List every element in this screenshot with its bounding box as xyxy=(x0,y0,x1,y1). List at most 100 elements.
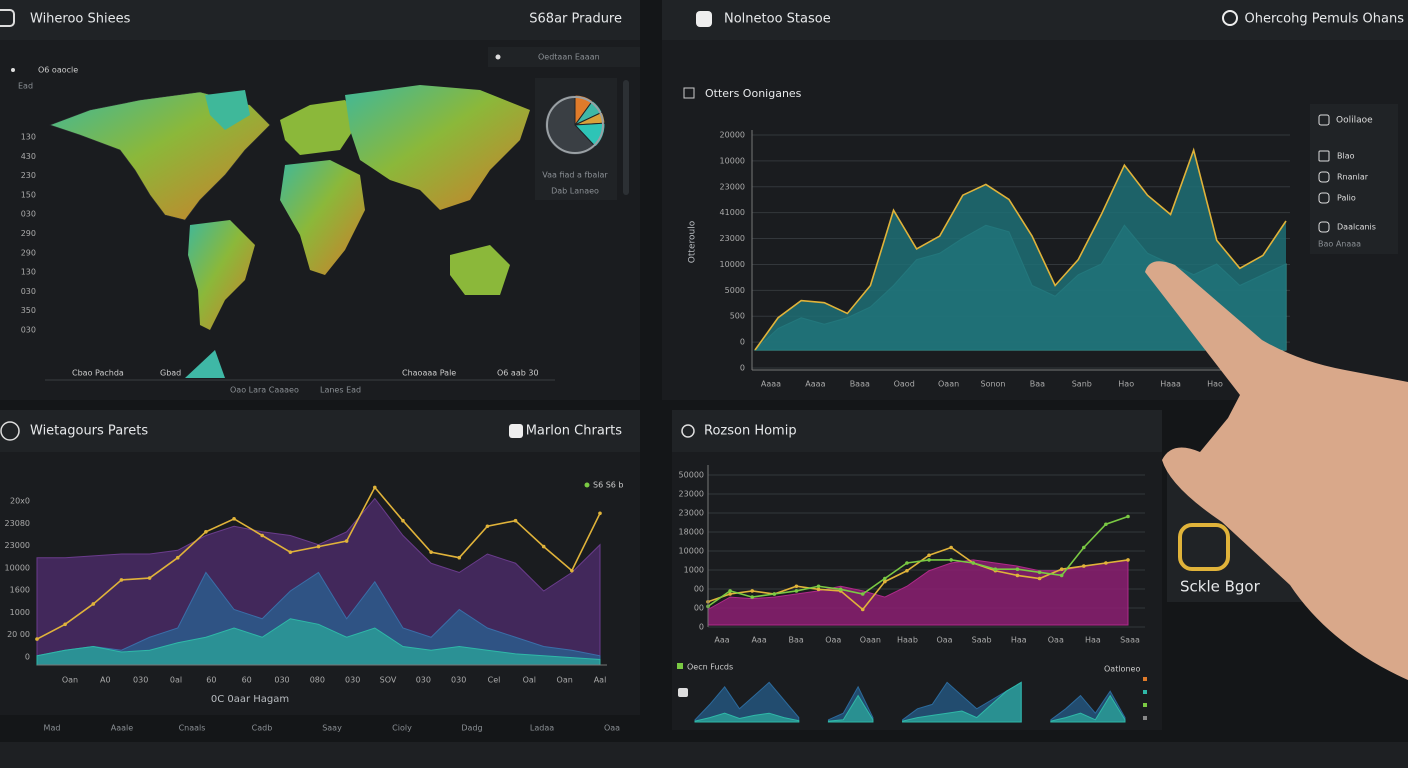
point xyxy=(1037,570,1042,575)
map-label: Cbao Pachda xyxy=(72,369,124,378)
x-tick-label: Aaaa xyxy=(805,380,825,389)
legend-swatch xyxy=(677,663,683,669)
line xyxy=(754,147,1287,351)
x-tick-label: Hao xyxy=(1207,380,1223,389)
map-region xyxy=(450,245,510,295)
icon xyxy=(681,424,695,438)
point xyxy=(927,558,931,562)
point xyxy=(541,544,546,549)
point xyxy=(1126,558,1130,562)
x-tick-label: 030 xyxy=(345,676,360,685)
y-tick-label: 10000 xyxy=(720,260,745,269)
point xyxy=(949,545,953,550)
legend-sub: Ead xyxy=(18,82,33,91)
point xyxy=(838,587,843,592)
area xyxy=(1050,694,1126,723)
point xyxy=(1081,545,1086,550)
map-region xyxy=(280,100,360,155)
line xyxy=(707,515,1129,608)
panel-action[interactable]: Marlon Chrarts xyxy=(526,424,623,439)
y-tick-label: 23000 xyxy=(5,541,30,550)
x-tick-label: Haa xyxy=(1011,636,1027,645)
footer-link[interactable]: Lanes Ead xyxy=(320,386,361,395)
legend-swatch xyxy=(1143,677,1147,681)
checkbox[interactable] xyxy=(683,87,695,99)
point xyxy=(485,524,490,529)
area xyxy=(36,571,601,666)
footer-label: Aaale xyxy=(111,724,134,733)
x-tick-label: Oan xyxy=(557,676,573,685)
map-region xyxy=(185,350,225,378)
legend-swatch xyxy=(1143,716,1147,720)
point xyxy=(63,622,67,627)
point xyxy=(772,592,777,596)
point xyxy=(119,578,124,582)
x-tick-label: Baa xyxy=(1030,380,1045,389)
point xyxy=(860,592,865,596)
point xyxy=(1126,514,1130,519)
y-tick-label: 1000 xyxy=(10,608,30,617)
legend-text: S6 S6 b xyxy=(593,481,624,490)
x-tick-label: Oan xyxy=(62,676,78,685)
panel-title: Wietagours Parets xyxy=(30,424,148,439)
point xyxy=(204,530,208,534)
scrollbar[interactable] xyxy=(623,80,629,195)
point xyxy=(1081,564,1086,568)
panel-header xyxy=(672,410,1162,452)
hand xyxy=(1145,261,1408,680)
y-tick-label: 50000 xyxy=(679,471,704,480)
point xyxy=(949,558,953,562)
panel-action[interactable]: S68ar Pradure xyxy=(529,12,622,27)
y-tick-label: 5000 xyxy=(725,286,745,295)
footer-bar xyxy=(0,742,1408,768)
footer-label: Cioly xyxy=(392,724,412,733)
point xyxy=(513,518,518,523)
point xyxy=(1104,561,1108,565)
map-region xyxy=(188,220,255,330)
legend-item: Blao xyxy=(1337,152,1355,161)
footer-label: Oaa xyxy=(604,724,620,733)
point xyxy=(905,568,909,573)
point xyxy=(750,595,755,599)
card-title: Sckle Bgor xyxy=(1180,578,1261,596)
y-tick-label: 1000 xyxy=(684,566,704,575)
x-tick-label: SOV xyxy=(380,676,397,685)
area xyxy=(36,618,601,666)
x-tick-label: 030 xyxy=(416,676,431,685)
point xyxy=(1104,522,1108,527)
icon xyxy=(495,54,501,60)
point xyxy=(883,579,887,584)
search-box[interactable] xyxy=(488,47,640,67)
point xyxy=(927,553,931,558)
point xyxy=(905,561,909,565)
point xyxy=(316,544,321,549)
x-tick-label: Cel xyxy=(488,676,501,685)
pie-sub: Dab Lanaeo xyxy=(551,187,599,196)
x-tick-label: Oaa xyxy=(1048,636,1064,645)
y-tick-label: 230 xyxy=(21,171,36,180)
x-tick-label: 60 xyxy=(242,676,252,685)
y-tick-label: 18000 xyxy=(679,528,704,537)
point xyxy=(728,592,732,596)
x-tick-label: 0al xyxy=(170,676,182,685)
footer-label: Dadg xyxy=(461,724,482,733)
point xyxy=(794,589,799,593)
panel-title: Nolnetoo Stasoe xyxy=(724,12,831,27)
icon xyxy=(509,424,523,438)
panel-action[interactable]: Ohercohg Pemuls Ohans xyxy=(1245,12,1405,27)
x-tick-label: Oaod xyxy=(894,380,915,389)
x-tick-label: Haaa xyxy=(1160,380,1181,389)
footer-label: Mad xyxy=(44,724,61,733)
panel-header xyxy=(0,410,640,452)
icon xyxy=(696,11,712,27)
y-tick-label: 030 xyxy=(21,326,36,335)
legend-item: Palio xyxy=(1337,194,1356,203)
x-tick-label: Saaa xyxy=(1120,636,1140,645)
point xyxy=(147,576,152,580)
y-tick-label: 23000 xyxy=(679,490,704,499)
mini-action[interactable]: Oatloneo xyxy=(1104,665,1140,674)
x-tick-label: Aaa xyxy=(751,636,766,645)
y-axis-title: Otteroulo xyxy=(688,220,698,263)
y-tick-label: 00 xyxy=(694,604,704,613)
